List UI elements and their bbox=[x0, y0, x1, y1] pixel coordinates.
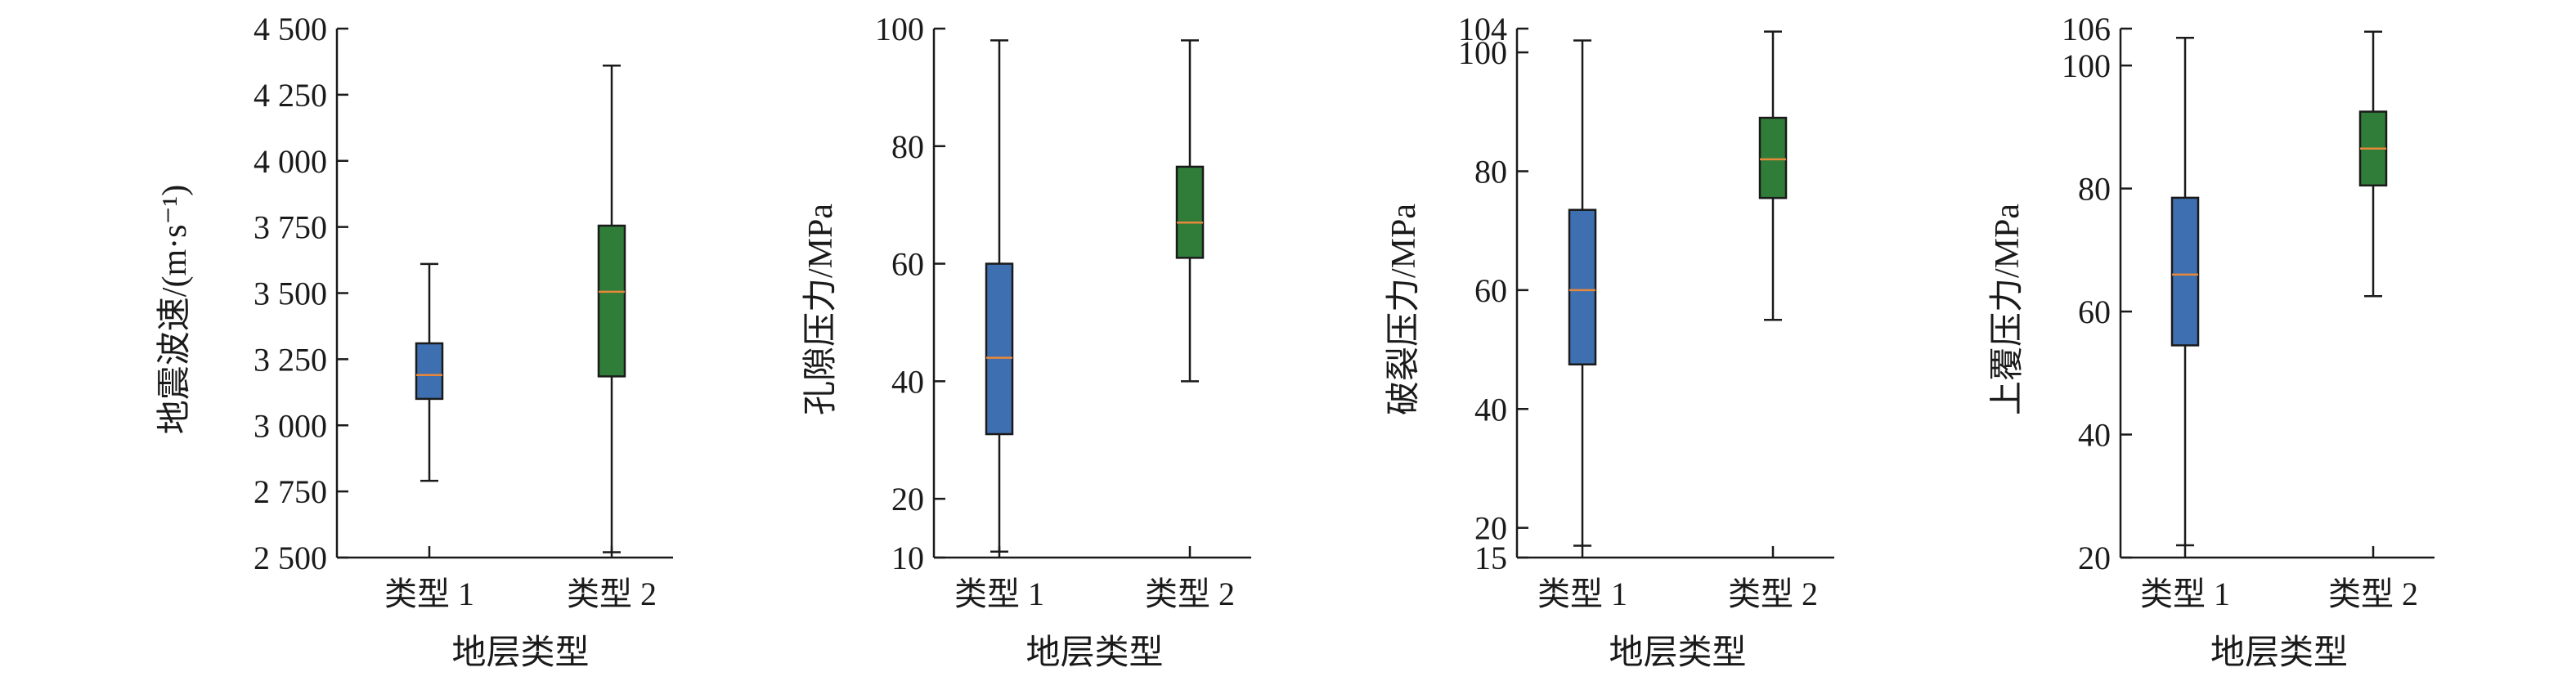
y-tick-label: 4 250 bbox=[254, 77, 327, 114]
y-tick-label: 4 500 bbox=[254, 11, 327, 47]
y-tick-label: 20 bbox=[2078, 540, 2111, 576]
iqr-box bbox=[1758, 116, 1788, 199]
y-tick-label: 3 250 bbox=[254, 341, 327, 378]
y-tick-label: 40 bbox=[891, 363, 924, 400]
box-1 bbox=[415, 262, 444, 482]
box-1 bbox=[985, 39, 1014, 553]
y-tick-label: 20 bbox=[1474, 510, 1507, 547]
iqr-box bbox=[985, 262, 1014, 436]
x-tick-label: 类型 2 bbox=[567, 576, 657, 612]
iqr-box bbox=[597, 224, 626, 378]
y-axis-title: 破裂压力/MPa bbox=[1385, 204, 1423, 415]
y-tick-label: 3 500 bbox=[254, 276, 327, 312]
x-axis-title: 地层类型 bbox=[1025, 634, 1163, 672]
y-tick-label: 2 750 bbox=[254, 473, 327, 510]
y-tick-label: 10 bbox=[891, 540, 924, 576]
x-tick-label: 类型 2 bbox=[1145, 576, 1235, 612]
box-1 bbox=[2170, 37, 2200, 547]
x-axis-title: 地层类型 bbox=[2210, 634, 2348, 672]
x-tick-label: 类型 1 bbox=[954, 576, 1044, 612]
x-tick-label: 类型 2 bbox=[1728, 576, 1818, 612]
y-tick-label: 80 bbox=[891, 128, 924, 165]
y-tick-label: 60 bbox=[1474, 272, 1507, 309]
y-tick-label: 40 bbox=[1474, 391, 1507, 428]
box-2 bbox=[2358, 30, 2388, 298]
y-tick-label: 60 bbox=[2078, 293, 2111, 330]
chart-panel-1: 2 500 2 750 3 000 3 250 3 500 3 750 4 000 4 250… bbox=[156, 11, 673, 672]
y-tick-label: 40 bbox=[2078, 417, 2111, 454]
x-axis-title: 地层类型 bbox=[1609, 634, 1746, 672]
x-tick-label: 类型 1 bbox=[2140, 576, 2230, 612]
chart-panel-2: 10 20 40 60 80 100 类型 1 类型 2 地层类型 孔隙压力/MPa bbox=[802, 11, 1251, 672]
y-tick-label: 100 bbox=[2062, 47, 2111, 84]
y-tick-label: 60 bbox=[891, 246, 924, 283]
y-tick-label: 106 bbox=[2062, 11, 2111, 47]
y-tick-label: 3 000 bbox=[254, 407, 327, 444]
iqr-box bbox=[415, 342, 444, 401]
x-tick-label: 类型 2 bbox=[2328, 576, 2418, 612]
y-tick-label: 104 bbox=[1458, 11, 1507, 47]
y-tick-label: 2 500 bbox=[254, 540, 327, 576]
box-2 bbox=[1758, 30, 1788, 321]
iqr-box bbox=[2170, 196, 2200, 347]
iqr-box bbox=[1568, 208, 1597, 365]
y-tick-label: 3 750 bbox=[254, 209, 327, 246]
box-1 bbox=[1568, 39, 1597, 547]
y-tick-label: 80 bbox=[2078, 171, 2111, 208]
y-tick-label: 80 bbox=[1474, 153, 1507, 190]
x-tick-label: 类型 1 bbox=[1537, 576, 1627, 612]
y-tick-label: 4 000 bbox=[254, 143, 327, 180]
x-axis-title: 地层类型 bbox=[451, 634, 589, 672]
x-tick-label: 类型 1 bbox=[384, 576, 474, 612]
iqr-box bbox=[1175, 165, 1205, 259]
y-tick-label: 15 bbox=[1474, 540, 1507, 576]
y-axis-title: 孔隙压力/MPa bbox=[802, 204, 840, 415]
y-tick-label: 100 bbox=[875, 11, 924, 47]
y-axis-title: 地震波速/(m·s⁻¹) bbox=[156, 185, 194, 434]
y-axis-title: 上覆压力/MPa bbox=[1989, 204, 2026, 415]
y-tick-label: 100 bbox=[1458, 34, 1507, 71]
box-2 bbox=[597, 65, 626, 553]
y-tick-label: 20 bbox=[891, 481, 924, 517]
box-2 bbox=[1175, 39, 1205, 383]
